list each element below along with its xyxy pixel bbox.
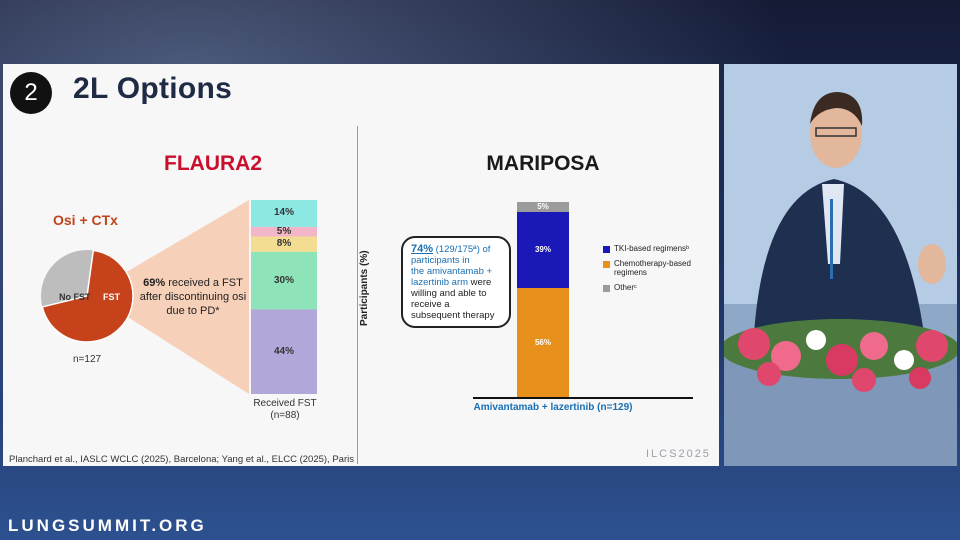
speaker-video-feed <box>724 64 957 466</box>
flaura-bar-segment-0 <box>251 200 317 227</box>
osi-ctx-label: Osi + CTx <box>53 212 118 228</box>
conference-watermark: ILCS2025 <box>646 448 711 460</box>
presentation-slide: 2 2L Options FLAURA2 No FST FST Osi + CT… <box>3 64 719 466</box>
legend-item-0: TKI-based regimensᵇ <box>603 244 698 253</box>
speaker-hair <box>810 92 863 126</box>
mariposa-bar-segment-1: 39% <box>517 211 569 288</box>
callout-box: 74% (129/175ª) of participants in the am… <box>401 236 511 328</box>
flaura-bar-label-3: 30% <box>273 274 294 286</box>
legend-label-0: TKI-based regimensᵇ <box>614 244 690 253</box>
pie-no-fst-label: No FST <box>59 292 91 302</box>
section-divider <box>357 126 358 464</box>
flaura2-title: FLAURA2 <box>164 152 262 175</box>
flaura-bar-segment-1 <box>251 226 317 237</box>
legend-swatch-0 <box>603 246 610 253</box>
speaker-glasses <box>815 127 857 137</box>
chart-legend: TKI-based regimensᵇ Chemotherapy-based re… <box>603 244 698 298</box>
footer-website: LUNGSUMMIT.ORG <box>8 516 207 535</box>
flower-arrangement <box>724 319 957 392</box>
mariposa-title: MARIPOSA <box>486 152 600 175</box>
pie-fst-slice <box>41 249 134 343</box>
flaura-stacked-bar <box>251 200 317 394</box>
sample-size-label: n=127 <box>73 354 102 365</box>
funnel-shape <box>123 200 249 394</box>
y-axis-label: Participants (%) <box>359 250 370 326</box>
pie-fst-label: FST <box>103 292 121 302</box>
slide-number-badge: 2 <box>10 72 52 114</box>
legend-swatch-2 <box>603 285 610 292</box>
flaura-bar-label-1: 5% <box>276 225 292 237</box>
fst-statement-pct: 69% <box>143 277 166 289</box>
mariposa-bar-segment-2: 56% <box>517 287 569 397</box>
flaura-bar-label-0: 14% <box>273 207 294 219</box>
x-axis-baseline <box>473 397 693 399</box>
speaker-hand <box>918 244 946 284</box>
flaura-bar-segment-4 <box>251 309 317 394</box>
flaura-bar-label-4: 44% <box>273 345 294 357</box>
callout-line2: participants in <box>411 255 470 266</box>
citation-text: Planchard et al., IASLC WCLC (2025), Bar… <box>9 454 354 465</box>
fst-statement-text: received a FST after discontinuing osi d… <box>139 277 247 317</box>
callout-pct: 74% <box>411 243 434 255</box>
callout-line3: the amivantamab + <box>411 266 493 277</box>
callout-line4: lazertinib arm <box>411 277 469 288</box>
legend-label-2: Otherᶜ <box>614 283 637 292</box>
flaura-bar-segment-3 <box>251 251 317 310</box>
legend-swatch-1 <box>603 261 610 268</box>
slide-title: 2L Options <box>73 72 233 105</box>
fst-statement: 69% received a FST after discontinuing o… <box>137 276 249 318</box>
callout-rest: were willing and able to receive a subse… <box>411 277 495 321</box>
legend-item-1: Chemotherapy-based regimens <box>603 259 698 277</box>
callout-count: (129/175ª) of <box>435 244 491 255</box>
speaker-lanyard <box>830 199 833 279</box>
x-axis-label: Amivantamab + lazertinib (n=129) <box>473 402 633 413</box>
flaura2-chart: No FST FST <box>41 200 317 394</box>
speaker-head <box>810 100 862 168</box>
mariposa-bar-segment-0: 5% <box>517 202 569 212</box>
speaker-video-scene <box>724 64 957 466</box>
legend-label-1: Chemotherapy-based regimens <box>614 259 691 277</box>
legend-item-2: Otherᶜ <box>603 283 698 292</box>
flaura-bar-segment-2 <box>251 236 317 252</box>
flaura-bar-label-2: 8% <box>276 238 292 250</box>
received-fst-caption: Received FST (n=88) <box>253 398 317 421</box>
